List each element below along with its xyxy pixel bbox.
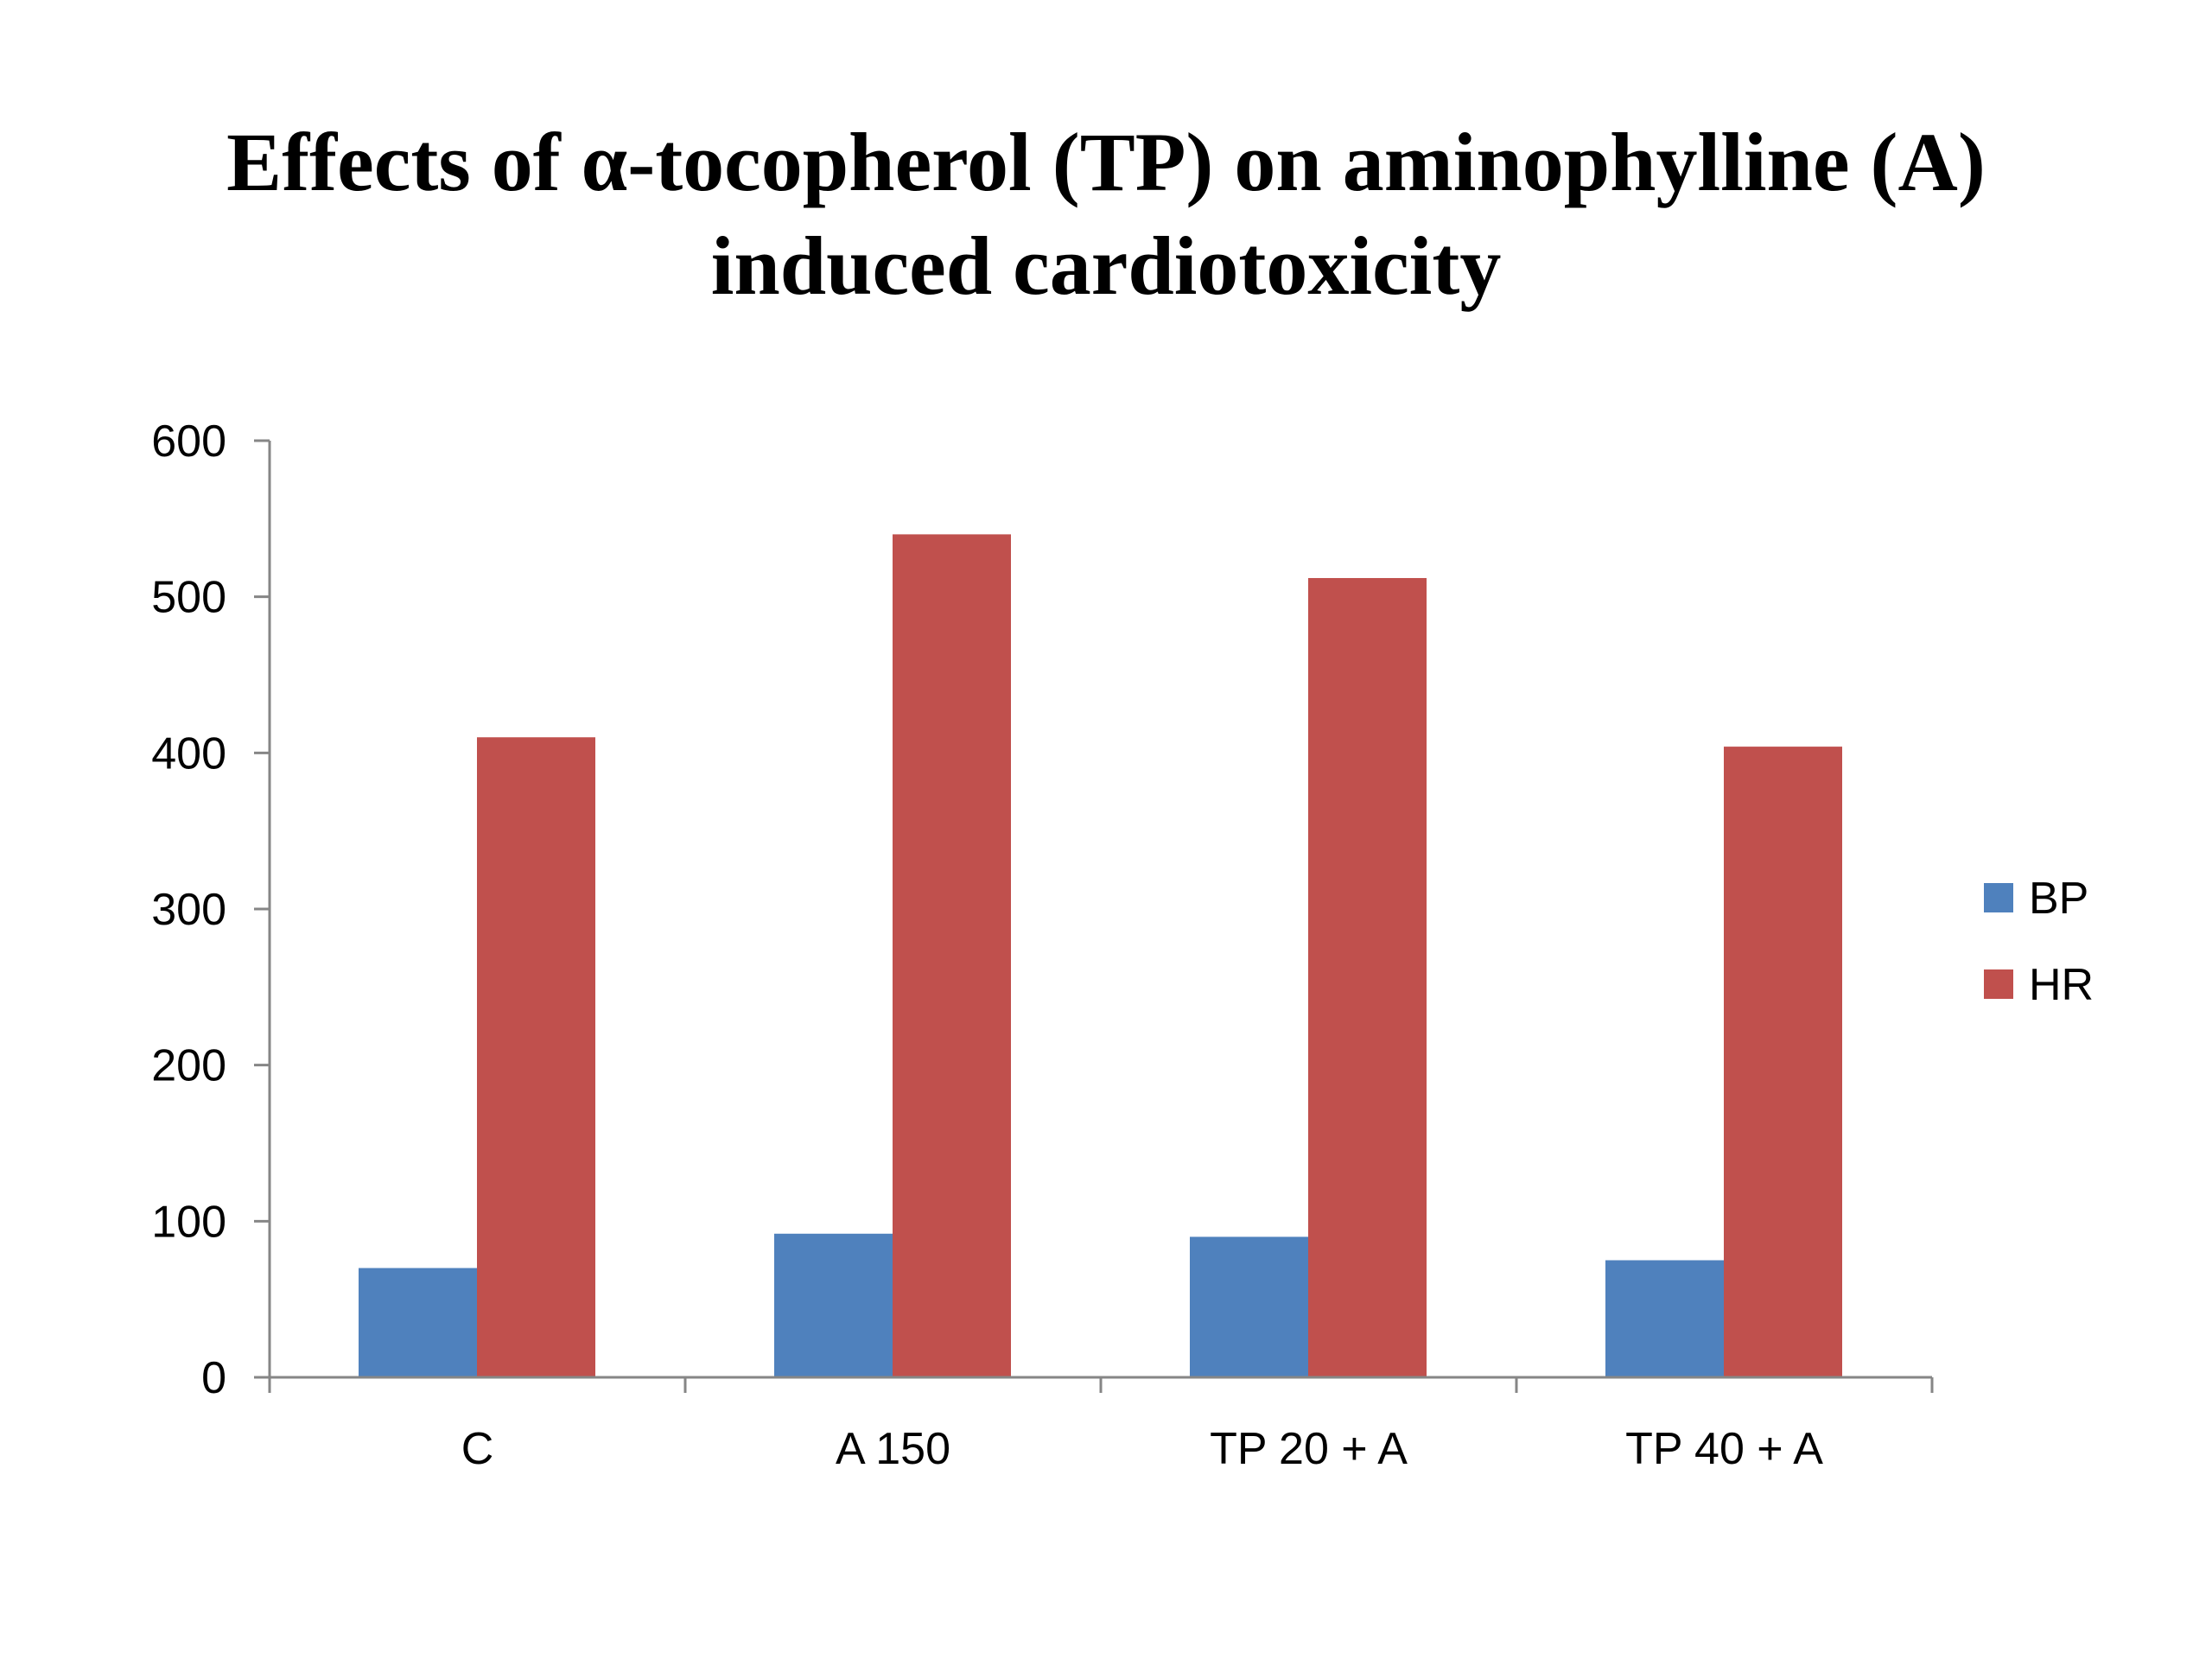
bar-bp-1 — [774, 1233, 893, 1377]
x-tick-label-1: A 150 — [836, 1424, 950, 1474]
bar-hr-3 — [1724, 747, 1842, 1377]
legend-swatch-hr — [1984, 969, 2013, 999]
y-tick-label-6: 600 — [151, 416, 226, 467]
y-tick-label-1: 100 — [151, 1197, 226, 1247]
x-tick-label-3: TP 40 + A — [1625, 1424, 1823, 1474]
chart-title-line-2: induced cardiotoxicity — [710, 219, 1502, 312]
bar-hr-0 — [477, 737, 595, 1377]
legend-label-hr: HR — [2029, 960, 2094, 1010]
chart-title: Effects of α-tocopherol (TP) on aminophy… — [0, 111, 2212, 318]
y-tick-label-0: 0 — [201, 1353, 226, 1403]
bar-hr-2 — [1308, 577, 1427, 1377]
bars-layer — [359, 534, 1842, 1377]
x-tick-label-0: C — [461, 1424, 494, 1474]
chart-title-line-1: Effects of α-tocopherol (TP) on aminophy… — [226, 116, 1986, 208]
legend: BP HR — [1984, 874, 2094, 1010]
y-tick-label-4: 400 — [151, 728, 226, 779]
bar-bp-2 — [1190, 1236, 1308, 1377]
legend-swatch-bp — [1984, 883, 2013, 912]
y-tick-label-3: 300 — [151, 885, 226, 935]
y-tick-label-2: 200 — [151, 1041, 226, 1091]
legend-label-bp: BP — [2029, 874, 2088, 924]
axes-layer: 0 100 200 300 400 500 600 C A 150 TP 20 + A TP 40 … — [151, 416, 1934, 1474]
y-tick-label-5: 500 — [151, 573, 226, 623]
bar-bp-3 — [1605, 1260, 1724, 1377]
x-tick-label-2: TP 20 + A — [1210, 1424, 1408, 1474]
bar-hr-1 — [893, 534, 1011, 1377]
bar-bp-0 — [359, 1268, 477, 1377]
